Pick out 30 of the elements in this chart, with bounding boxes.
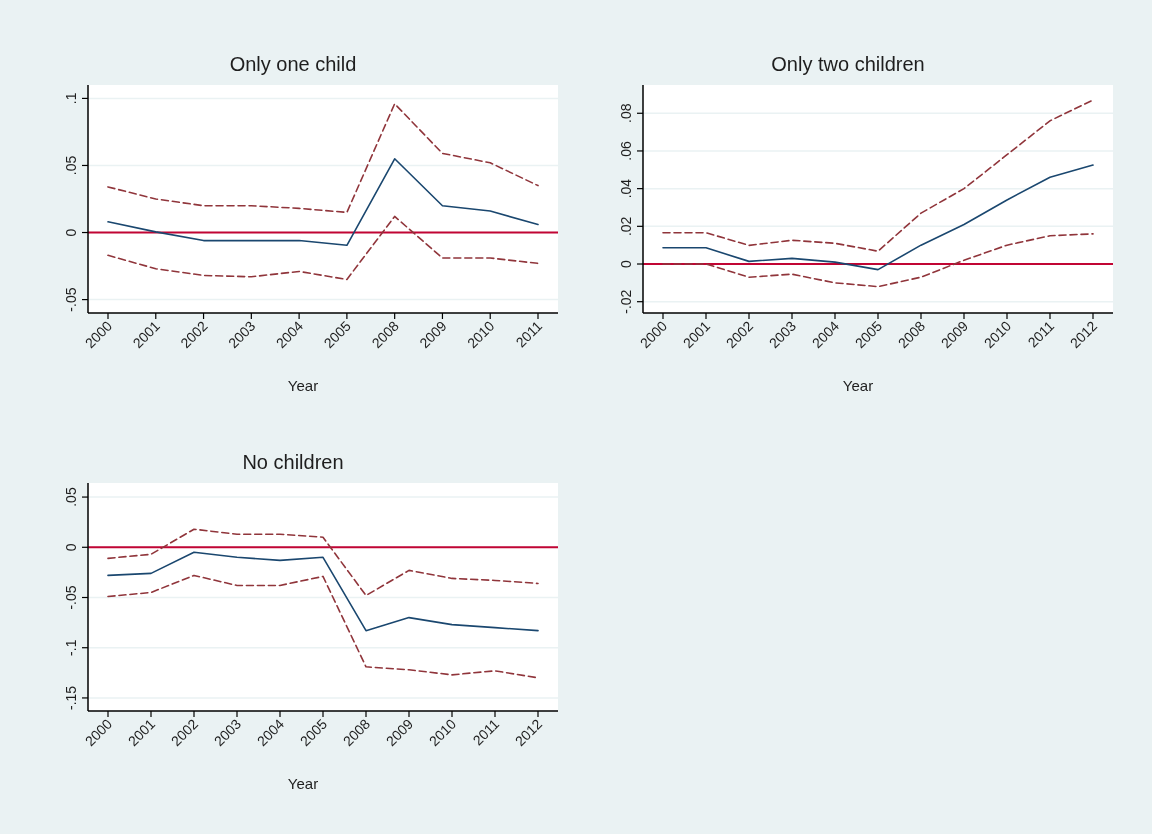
- y-tick-label: .08: [618, 103, 634, 123]
- line-series: [107, 574, 539, 679]
- y-tick-label: .05: [63, 487, 79, 507]
- line-series: [107, 102, 539, 214]
- line-series: [662, 99, 1094, 252]
- x-axis-title: Year: [287, 377, 319, 394]
- y-tick-label: .05: [63, 155, 79, 176]
- line-series: [107, 157, 539, 247]
- line-series: [107, 215, 539, 281]
- y-tick-label: .1: [63, 92, 79, 105]
- chart-title: No children: [242, 451, 344, 473]
- y-tick-label: -.1: [63, 639, 79, 656]
- y-tick-label: -.05: [63, 287, 79, 312]
- line-series: [107, 528, 539, 597]
- y-tick-label: 0: [63, 228, 79, 237]
- y-tick-label: 0: [618, 259, 634, 268]
- chart-title: Only two children: [771, 53, 925, 75]
- line-series: [107, 551, 539, 632]
- y-tick-label: .04: [618, 178, 634, 199]
- y-tick-label: -.05: [63, 585, 79, 610]
- x-axis-title: Year: [287, 775, 319, 792]
- x-axis-title: Year: [842, 377, 874, 394]
- line-series: [662, 164, 1094, 271]
- y-tick-label: 0: [63, 543, 79, 552]
- y-tick-label: -.15: [63, 685, 79, 711]
- line-series: [662, 233, 1094, 288]
- y-tick-label: -.02: [618, 289, 634, 314]
- y-tick-label: .02: [618, 216, 634, 237]
- y-tick-label: .06: [618, 141, 634, 161]
- chart-title: Only one child: [229, 53, 357, 75]
